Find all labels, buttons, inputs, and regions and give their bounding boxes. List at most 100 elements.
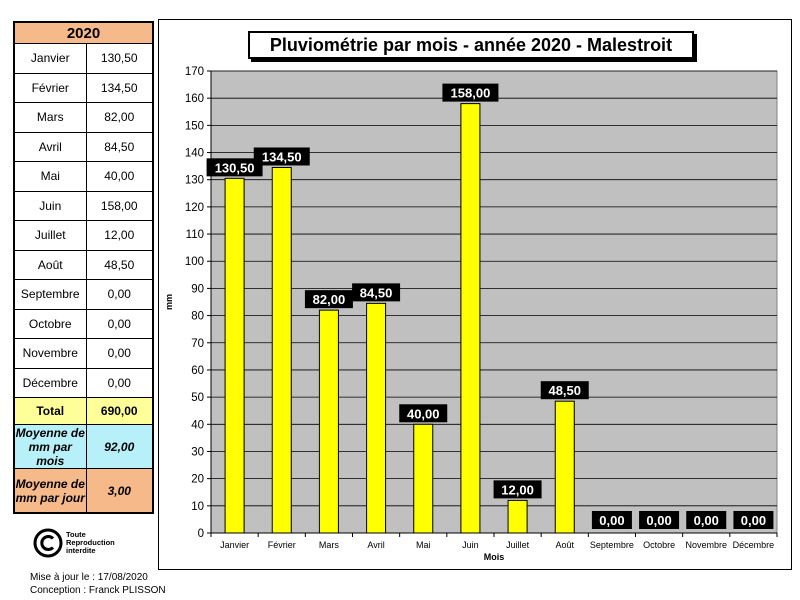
y-tick-label: 30 <box>191 446 204 458</box>
table-row: Novembre 0,00 <box>13 338 154 369</box>
month-value: 40,00 <box>85 161 154 192</box>
month-value: 0,00 <box>85 367 154 398</box>
data-label-bg <box>639 511 680 529</box>
bar <box>224 177 245 534</box>
data-label: 12,00 <box>501 482 534 497</box>
data-label-bg <box>304 290 353 309</box>
copyright-line: Toute <box>66 530 86 539</box>
total-row: Total 690,00 <box>13 397 154 425</box>
copyright-text: Toute Reproduction interdite <box>66 531 126 555</box>
rainfall-table: 2020 Janvier 130,50 Février 134,50 Mars 82,00… <box>13 21 154 514</box>
bar <box>413 423 434 534</box>
bar <box>271 166 292 534</box>
data-label-bg <box>352 283 401 302</box>
x-tick-label: Juillet <box>506 540 530 550</box>
x-tick-label: Février <box>268 540 296 550</box>
month-name: Août <box>13 249 87 280</box>
month-value: 134,50 <box>85 72 154 103</box>
month-name: Avril <box>13 131 87 162</box>
total-label: Total <box>13 397 87 425</box>
y-tick-label: 80 <box>191 311 204 323</box>
y-tick-label: 70 <box>191 338 204 350</box>
data-label: 40,00 <box>407 406 440 421</box>
data-label-bg <box>493 480 542 499</box>
y-tick-label: 110 <box>186 229 204 241</box>
bar <box>366 302 387 534</box>
bar <box>507 499 528 534</box>
data-label: 0,00 <box>646 513 671 528</box>
month-name: Janvier <box>13 43 87 74</box>
y-tick-label: 90 <box>191 283 204 295</box>
data-label: 0,00 <box>741 513 766 528</box>
y-tick-label: 20 <box>191 474 204 486</box>
footer: Mise à jour le : 17/08/2020 Conception :… <box>30 571 166 597</box>
data-label: 48,50 <box>548 383 581 398</box>
y-tick-label: 140 <box>185 148 204 160</box>
update-date: Mise à jour le : 17/08/2020 <box>30 572 148 583</box>
table-row: Juillet 12,00 <box>13 220 154 251</box>
table-row: Mars 82,00 <box>13 102 154 133</box>
copyright-line: interdite <box>66 546 96 555</box>
table-row: Février 134,50 <box>13 72 154 103</box>
copyright-notice: Toute Reproduction interdite <box>33 528 126 558</box>
data-label-bg <box>686 511 727 529</box>
table-row: Mai 40,00 <box>13 161 154 192</box>
copyright-line: Reproduction <box>66 538 115 547</box>
month-name: Juillet <box>13 220 87 251</box>
bar <box>554 400 575 534</box>
table-year: 2020 <box>13 21 154 44</box>
x-tick-label: Août <box>555 540 574 550</box>
data-label: 84,50 <box>360 285 393 300</box>
data-label: 158,00 <box>451 86 491 101</box>
x-tick-label: Novembre <box>685 540 727 550</box>
x-tick-label: Mai <box>416 540 431 550</box>
data-label: 134,50 <box>262 149 302 164</box>
avg-day-label: Moyenne de mm par jour <box>13 468 87 514</box>
bar <box>318 309 339 534</box>
copyright-icon <box>33 528 63 558</box>
table-row: Septembre 0,00 <box>13 279 154 310</box>
author: Conception : Franck PLISSON <box>30 585 166 596</box>
data-label: 0,00 <box>694 513 719 528</box>
y-tick-label: 130 <box>185 175 204 187</box>
avg-month-value: 92,00 <box>85 424 154 469</box>
y-tick-label: 120 <box>185 202 204 214</box>
month-value: 48,50 <box>85 249 154 280</box>
month-name: Février <box>13 72 87 103</box>
y-tick-label: 60 <box>191 365 204 377</box>
month-name: Novembre <box>13 338 87 369</box>
y-tick-label: 150 <box>185 120 204 132</box>
data-label-bg <box>591 511 632 529</box>
data-label-bg <box>442 83 499 102</box>
data-label-bg <box>540 381 589 400</box>
x-tick-label: Avril <box>367 540 384 550</box>
bar <box>460 103 481 534</box>
data-label-bg <box>253 147 310 166</box>
x-tick-label: Décembre <box>733 540 775 550</box>
y-tick-label: 40 <box>191 419 204 431</box>
data-label: 130,50 <box>215 160 255 175</box>
avg-day-value: 3,00 <box>85 468 154 514</box>
month-name: Mai <box>13 161 87 192</box>
x-tick-label: Janvier <box>220 540 249 550</box>
month-value: 130,50 <box>85 43 154 74</box>
chart-title: Pluviométrie par mois - année 2020 - Mal… <box>248 31 694 59</box>
plot-area <box>210 70 778 534</box>
month-name: Octobre <box>13 308 87 339</box>
avg-month: Moyenne de mm par mois 92,00 <box>13 424 154 469</box>
x-tick-label: Septembre <box>590 540 634 550</box>
table-row: Août 48,50 <box>13 249 154 280</box>
y-tick-label: 160 <box>185 93 204 105</box>
data-label: 82,00 <box>313 292 346 307</box>
data-label-bg <box>399 404 448 423</box>
y-tick-label: 10 <box>191 501 204 513</box>
y-tick-label: 50 <box>191 392 204 404</box>
y-tick-label: 170 <box>185 66 204 78</box>
table-row: Décembre 0,00 <box>13 367 154 398</box>
avg-month-label: Moyenne de mm par mois <box>13 424 87 469</box>
table-row: Janvier 130,50 <box>13 43 154 74</box>
data-label-bg <box>206 158 263 177</box>
chart-frame <box>158 19 792 570</box>
month-value: 82,00 <box>85 102 154 133</box>
